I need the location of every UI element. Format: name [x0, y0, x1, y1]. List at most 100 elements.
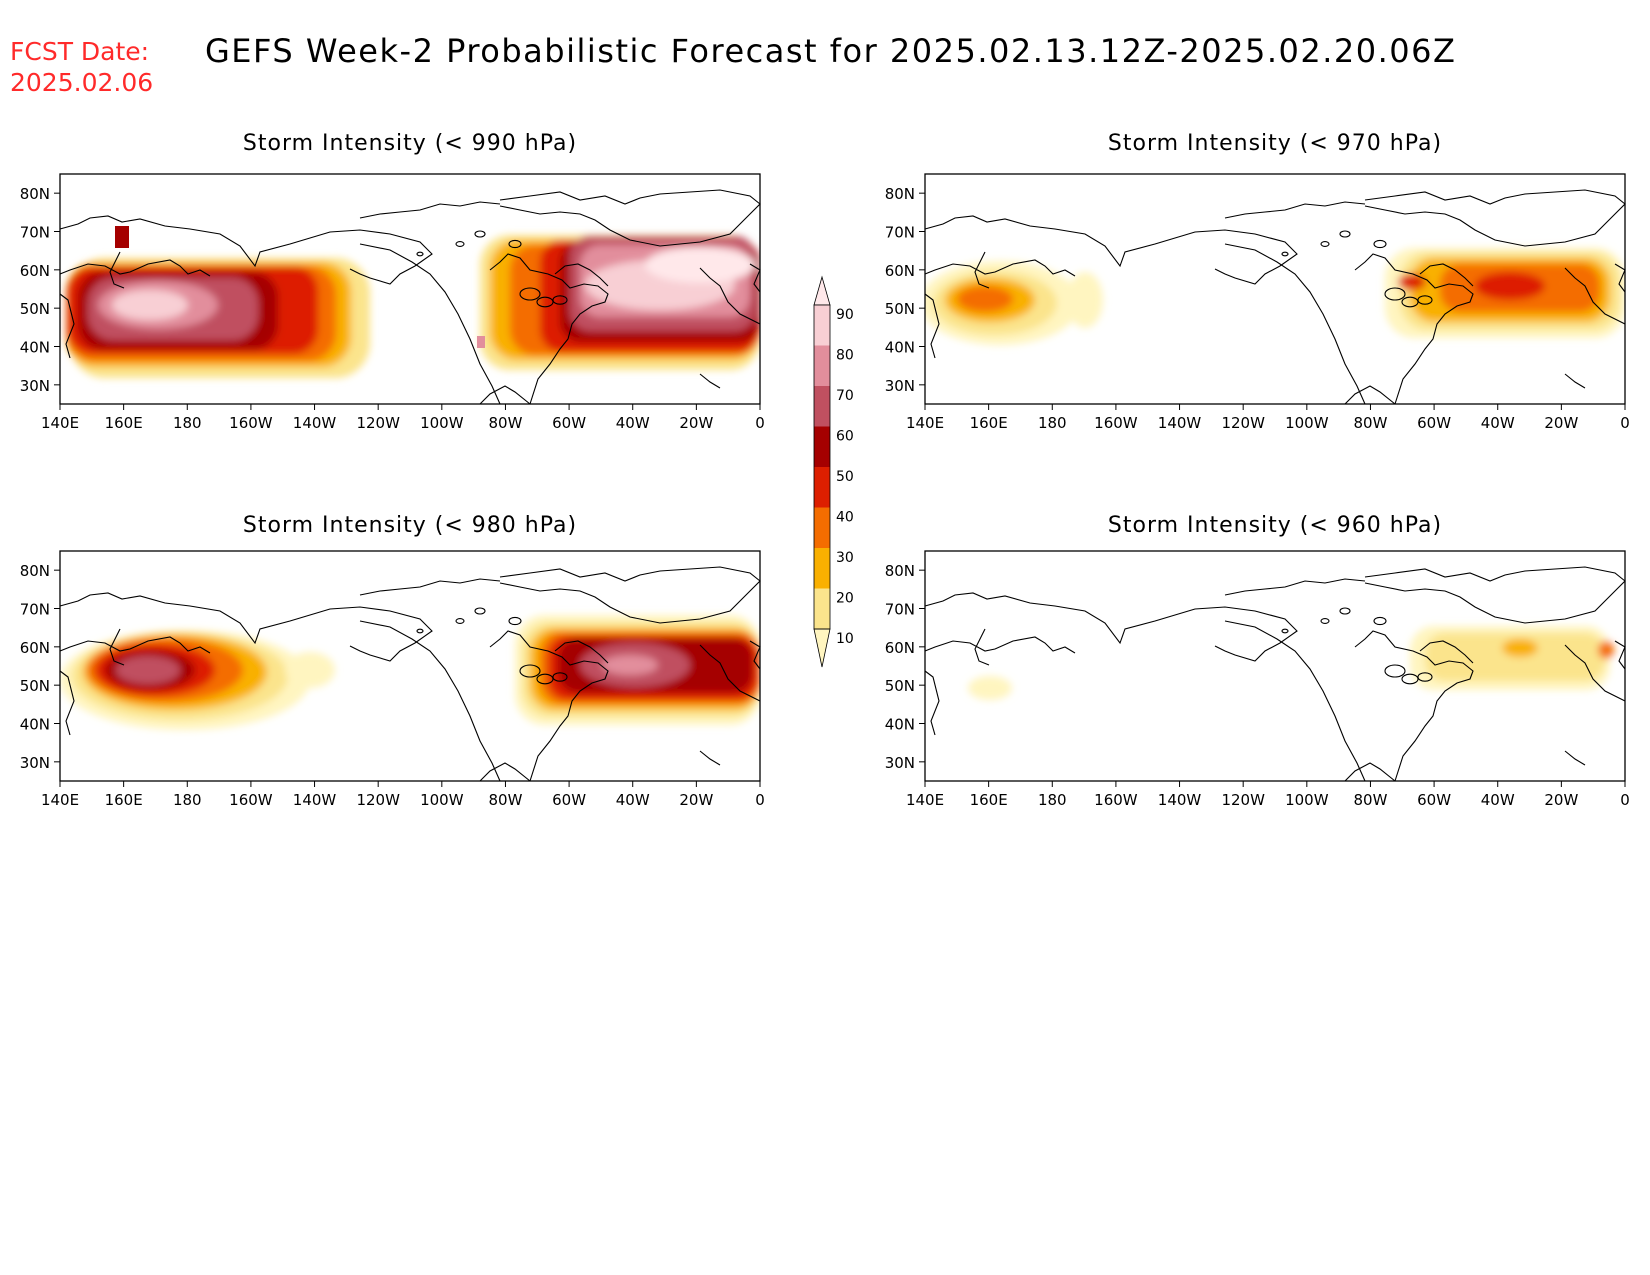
lon-tick-label: 160W	[229, 791, 273, 809]
lake-outline	[474, 230, 486, 238]
main-title: GEFS Week-2 Probabilistic Forecast for 2…	[205, 32, 1457, 70]
lat-tick-label: 40N	[885, 339, 915, 357]
lat-tick-label: 50N	[20, 300, 50, 318]
lon-tick-label: 160W	[1094, 414, 1138, 432]
lake-outline	[1320, 618, 1330, 624]
coastline	[749, 640, 761, 670]
lat-tick-label: 40N	[885, 716, 915, 734]
lat-tick-label: 30N	[20, 754, 50, 772]
coastline	[1564, 373, 1586, 389]
lake-outline	[455, 241, 465, 247]
panel-title-960: Storm Intensity (< 960 hPa)	[1107, 513, 1443, 538]
lon-tick-label: 100W	[420, 414, 464, 432]
lake-outline	[474, 607, 486, 615]
lake-outline	[552, 295, 568, 305]
lon-tick-label: 180	[173, 414, 202, 432]
coastline-panel	[59, 189, 761, 405]
forecast-date-label: FCST Date:	[10, 37, 150, 66]
probability-field-970	[925, 248, 1625, 345]
lake-outline	[1384, 664, 1406, 678]
lat-tick-label: 30N	[885, 377, 915, 395]
lon-tick-label: 60W	[552, 414, 586, 432]
probability-cell	[477, 336, 485, 348]
lon-tick-label: 160E	[105, 414, 143, 432]
lon-tick-label: 140W	[293, 791, 337, 809]
lon-tick-label: 140W	[1158, 791, 1202, 809]
map-panel-980	[60, 615, 760, 730]
coastline	[359, 578, 501, 596]
coastline	[59, 215, 433, 285]
coastline	[499, 566, 761, 624]
coastline	[924, 670, 940, 736]
lat-tick-label: 30N	[20, 377, 50, 395]
lon-tick-label: 0	[755, 791, 765, 809]
coastline	[359, 243, 501, 405]
lon-tick-label: 40W	[1481, 791, 1515, 809]
lake-outline	[1320, 241, 1330, 247]
coastline	[109, 628, 125, 666]
lon-tick-label: 120W	[356, 791, 400, 809]
map-panel-970	[925, 248, 1625, 345]
coastline	[1564, 644, 1626, 702]
lake-outline	[508, 239, 522, 249]
colorbar-cap-bottom	[813, 628, 831, 668]
coastline	[924, 592, 1298, 662]
lat-tick-label: 80N	[885, 562, 915, 580]
lon-tick-label: 100W	[1285, 414, 1329, 432]
panel-title-970: Storm Intensity (< 970 hPa)	[1107, 131, 1443, 156]
probability-cell	[115, 226, 129, 248]
lon-tick-label: 20W	[1544, 791, 1578, 809]
colorbar-label: 30	[836, 550, 854, 566]
lake-outline	[1417, 295, 1433, 305]
colorbar: 10 20 30 40 50 60 70 80 90	[813, 275, 854, 668]
lon-tick-label: 140E	[41, 791, 79, 809]
axes-layer: 140E 160E 180 160W 140W 120W 100W 80W 60W 40W 20W 0…	[20, 185, 1630, 809]
lon-tick-label: 20W	[679, 791, 713, 809]
colorbar-segment	[814, 588, 830, 629]
coastline	[479, 762, 531, 782]
colorbar-segment	[814, 386, 830, 427]
colorbar-label: 10	[836, 631, 854, 647]
coastline-panel	[924, 566, 1626, 782]
lake-outline	[536, 296, 554, 308]
coastline	[924, 636, 1076, 654]
coastline	[974, 628, 990, 666]
lake-outline	[416, 251, 424, 257]
lake-outline	[508, 616, 522, 626]
lon-tick-label: 80W	[1353, 791, 1387, 809]
coastline	[1354, 630, 1474, 782]
lat-tick-label: 60N	[20, 639, 50, 657]
coastline	[1224, 578, 1366, 596]
frame-990	[59, 173, 761, 405]
lon-tick-label: 120W	[1221, 791, 1265, 809]
lon-tick-label: 140W	[293, 414, 337, 432]
lon-tick-label: 0	[1620, 791, 1630, 809]
lake-outline	[1281, 628, 1289, 634]
lon-tick-label: 20W	[679, 414, 713, 432]
lat-tick-label: 40N	[20, 716, 50, 734]
lon-tick-label: 140E	[41, 414, 79, 432]
coastline	[479, 385, 531, 405]
lat-tick-label: 80N	[20, 562, 50, 580]
probability-field-990	[66, 226, 760, 378]
lat-tick-label: 50N	[885, 300, 915, 318]
coastline	[109, 251, 125, 289]
coastline	[1344, 385, 1396, 405]
coastline	[359, 201, 501, 219]
map-panel-990	[66, 226, 760, 378]
lake-outline	[1373, 239, 1387, 249]
lat-tick-label: 50N	[20, 677, 50, 695]
lon-tick-label: 180	[173, 791, 202, 809]
colorbar-label: 20	[836, 591, 854, 607]
lake-outline	[1417, 672, 1433, 682]
colorbar-segment	[814, 548, 830, 589]
coastline	[59, 293, 75, 359]
coastline	[1564, 267, 1626, 325]
coastline	[699, 373, 721, 389]
coastline	[974, 251, 990, 289]
lon-tick-label: 60W	[1417, 414, 1451, 432]
coastline	[1419, 263, 1474, 287]
coastline-panel	[924, 189, 1626, 405]
lat-tick-label: 50N	[885, 677, 915, 695]
panel-title-990: Storm Intensity (< 990 hPa)	[242, 131, 578, 156]
